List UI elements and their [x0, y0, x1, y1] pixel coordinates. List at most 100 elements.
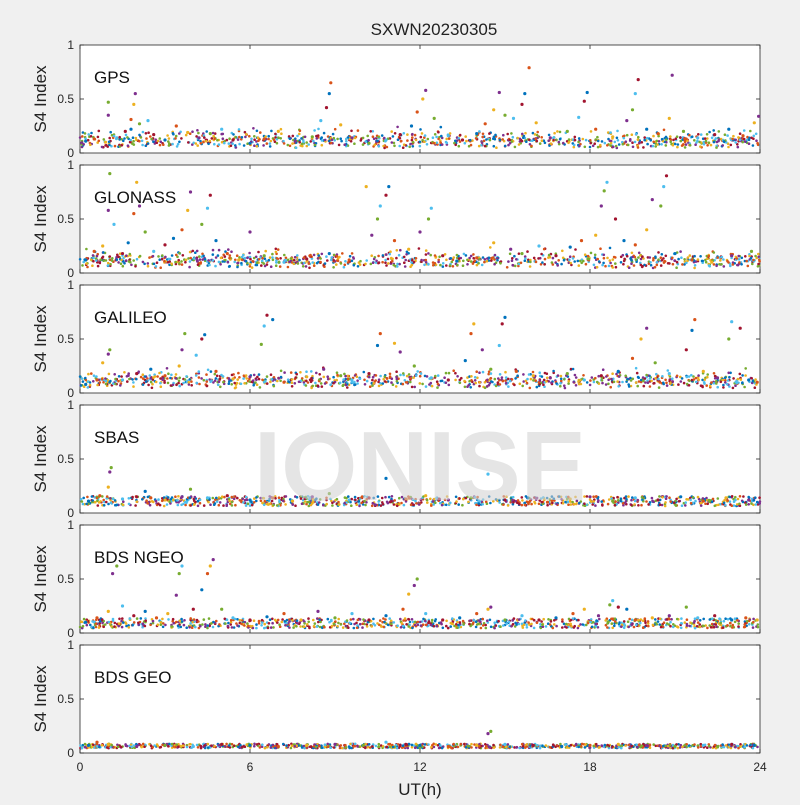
data-point: [183, 332, 186, 335]
noise-point: [82, 380, 85, 383]
noise-point: [713, 626, 716, 629]
noise-point: [595, 619, 598, 622]
noise-point: [259, 386, 262, 389]
noise-point: [418, 247, 421, 250]
noise-point: [722, 626, 725, 629]
noise-point: [488, 257, 491, 260]
noise-point: [251, 260, 254, 263]
noise-point: [448, 372, 451, 375]
noise-point: [580, 262, 583, 265]
noise-point: [345, 140, 348, 143]
data-point: [656, 498, 659, 501]
y-axis-label: S4 Index: [31, 545, 50, 613]
data-point: [189, 190, 192, 193]
noise-point: [307, 617, 310, 620]
noise-point: [180, 260, 183, 263]
noise-point: [89, 384, 92, 387]
data-point: [730, 254, 733, 257]
noise-point: [282, 140, 285, 143]
noise-point: [109, 497, 112, 500]
noise-point: [442, 627, 445, 630]
noise-point: [577, 627, 580, 630]
noise-point: [483, 140, 486, 143]
noise-point: [172, 499, 175, 502]
data-point: [659, 204, 662, 207]
noise-point: [591, 626, 594, 629]
noise-point: [189, 617, 192, 620]
noise-point: [481, 618, 484, 621]
noise-point: [291, 378, 294, 381]
noise-point: [629, 377, 632, 380]
noise-point: [244, 136, 247, 139]
noise-point: [330, 256, 333, 259]
data-point: [149, 496, 152, 499]
noise-point: [189, 622, 192, 625]
data-point: [367, 372, 370, 375]
noise-point: [654, 377, 657, 380]
data-point: [727, 128, 730, 131]
noise-point: [729, 625, 732, 628]
noise-point: [737, 498, 740, 501]
noise-point: [469, 386, 472, 389]
data-point: [622, 239, 625, 242]
noise-point: [432, 136, 435, 139]
noise-point: [456, 375, 459, 378]
noise-point: [97, 504, 100, 507]
data-point: [163, 138, 166, 141]
noise-point: [376, 622, 379, 625]
noise-point: [261, 260, 264, 263]
noise-point: [676, 375, 679, 378]
noise-point: [236, 262, 239, 265]
noise-point: [189, 504, 192, 507]
data-point: [265, 615, 268, 618]
noise-point: [223, 496, 226, 499]
noise-point: [594, 254, 597, 257]
noise-point: [719, 259, 722, 262]
data-point: [532, 374, 535, 377]
noise-point: [651, 497, 654, 500]
noise-point: [122, 504, 125, 507]
noise-point: [427, 252, 430, 255]
noise-point: [189, 132, 192, 135]
noise-point: [585, 139, 588, 142]
noise-point: [752, 626, 755, 629]
noise-point: [474, 376, 477, 379]
noise-point: [399, 249, 402, 252]
noise-point: [187, 141, 190, 144]
noise-point: [577, 260, 580, 263]
noise-point: [411, 618, 414, 621]
noise-point: [224, 255, 227, 258]
noise-point: [357, 129, 360, 132]
noise-point: [720, 263, 723, 266]
noise-point: [111, 259, 114, 262]
noise-point: [734, 384, 737, 387]
noise-point: [666, 622, 669, 625]
noise-point: [601, 264, 604, 267]
data-point: [535, 121, 538, 124]
noise-point: [104, 144, 107, 147]
noise-point: [408, 146, 411, 149]
noise-point: [597, 146, 600, 149]
noise-point: [606, 626, 609, 629]
noise-point: [434, 262, 437, 265]
noise-point: [727, 618, 730, 621]
noise-point: [332, 376, 335, 379]
noise-point: [533, 257, 536, 260]
data-point: [129, 118, 132, 121]
data-point: [138, 122, 141, 125]
noise-point: [715, 626, 718, 629]
noise-point: [113, 373, 116, 376]
noise-point: [718, 130, 721, 133]
noise-point: [743, 386, 746, 389]
noise-point: [315, 372, 318, 375]
noise-point: [696, 140, 699, 143]
noise-point: [373, 258, 376, 261]
noise-point: [344, 260, 347, 263]
noise-point: [214, 379, 217, 382]
noise-point: [302, 265, 305, 268]
noise-point: [415, 139, 418, 142]
noise-point: [465, 140, 468, 143]
data-point: [639, 337, 642, 340]
noise-point: [572, 257, 575, 260]
noise-point: [198, 255, 201, 258]
